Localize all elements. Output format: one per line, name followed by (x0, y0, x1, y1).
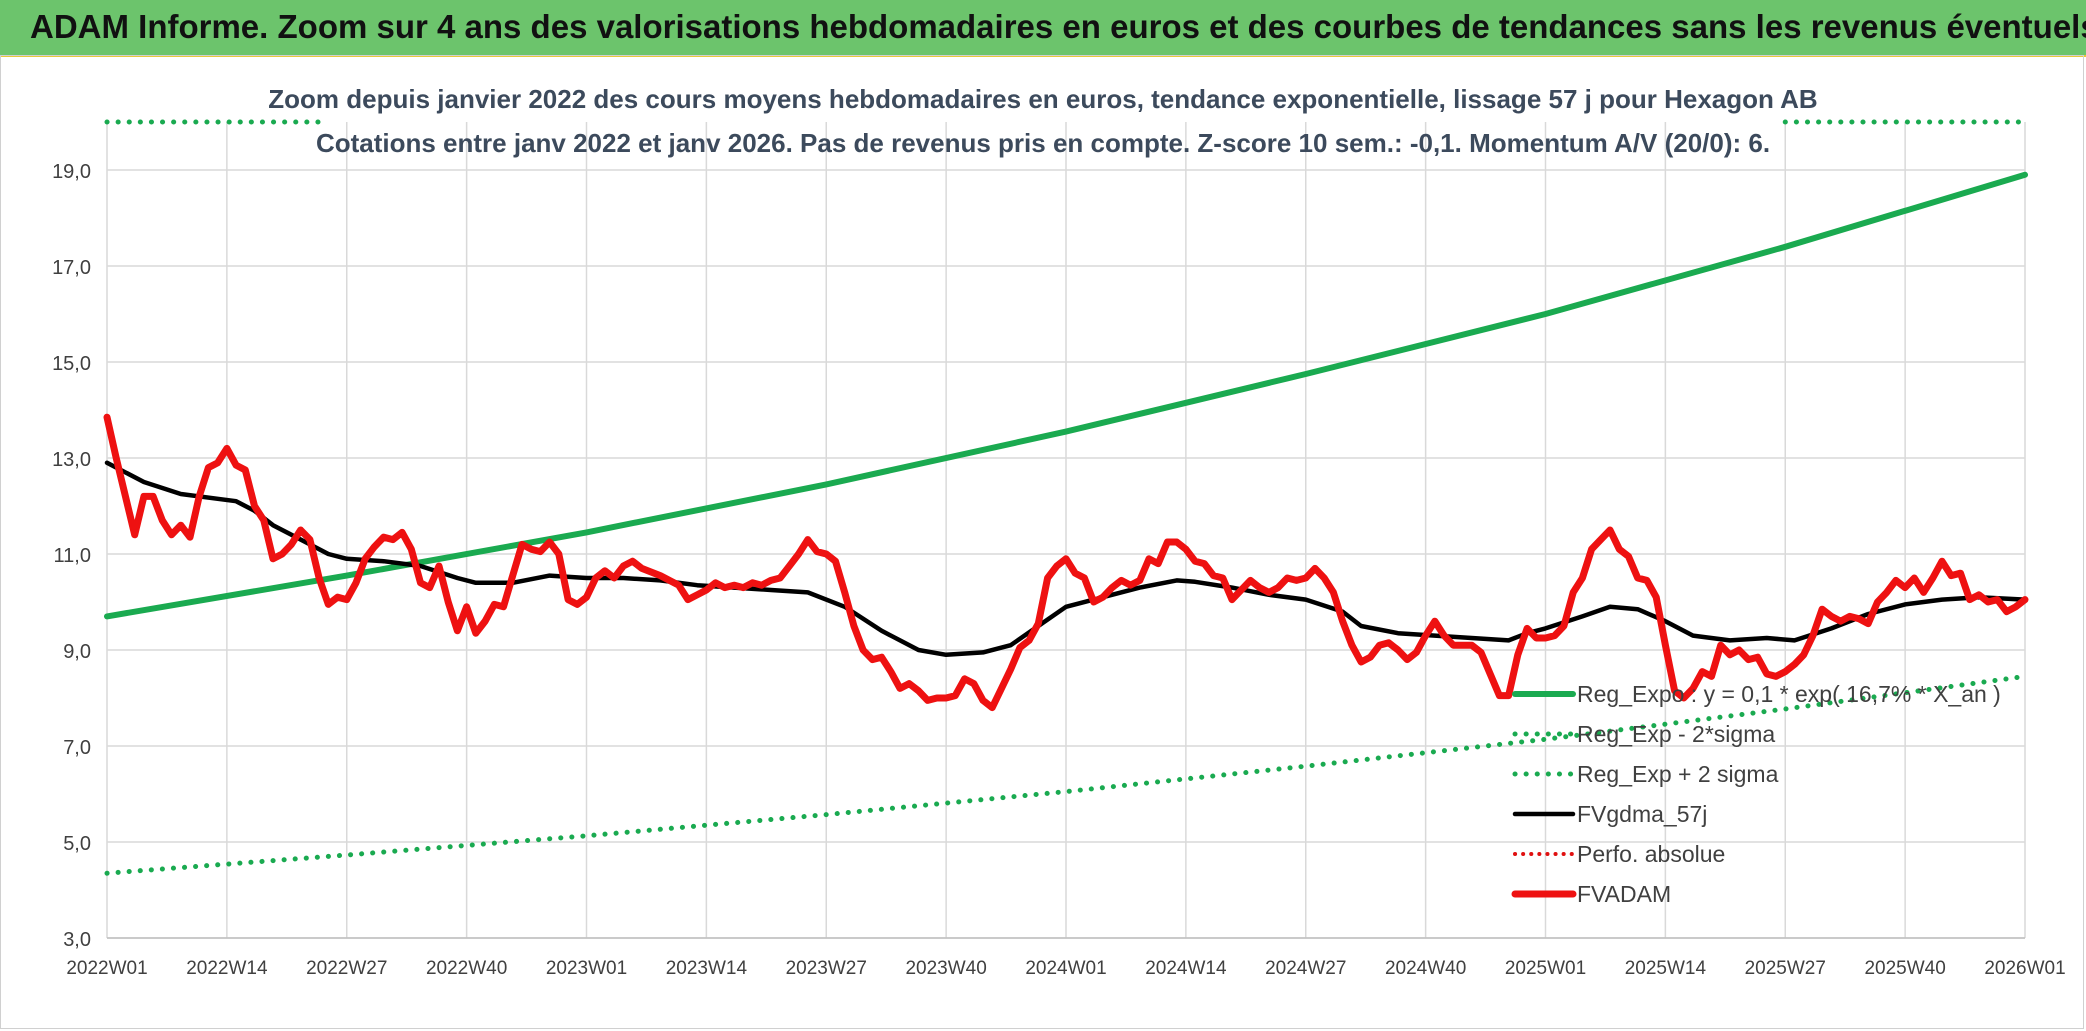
y-tick-label: 15,0 (52, 353, 91, 375)
y-tick-label: 11,0 (54, 545, 91, 567)
series-layer (103, 119, 2029, 876)
legend-label-fvadam-line: FVADAM (1577, 881, 1671, 907)
legend-label-fvgdma-line: FVgdma_57j (1577, 801, 1707, 827)
legend-label-perfo-line: Perfo. absolue (1577, 841, 1725, 867)
grid-layer (106, 122, 2026, 939)
legend-label-lower-band-line: Reg_Exp - 2*sigma (1577, 721, 1775, 747)
x-tick-label: 2024W27 (1265, 958, 1346, 979)
y-tick-label: 7,0 (63, 737, 91, 759)
x-tick-label: 2023W01 (546, 958, 627, 979)
fvadam-line (103, 413, 2029, 712)
y-tick-label: 5,0 (63, 833, 91, 855)
y-tick-label: 9,0 (63, 641, 91, 663)
y-tick-label: 19,0 (52, 161, 91, 183)
report-banner-title: ADAM Informe. Zoom sur 4 ans des valoris… (30, 8, 2086, 45)
legend: Reg_Expo : y = 0,1 * exp( 16,7% * X_an )… (1511, 681, 2001, 907)
x-tick-label: 2025W27 (1745, 958, 1826, 979)
x-tick-label: 2024W14 (1145, 958, 1227, 979)
y-tick-label: 13,0 (52, 449, 91, 471)
chart-subtitle: Cotations entre janv 2022 et janv 2026. … (316, 128, 1770, 158)
x-tick-label: 2025W14 (1625, 958, 1707, 979)
reg-expo-line (104, 171, 2028, 620)
x-tick-label: 2025W40 (1864, 958, 1945, 979)
x-tick-label: 2026W01 (1984, 958, 2065, 979)
y-tick-label: 17,0 (52, 257, 91, 279)
x-tick-label: 2023W14 (666, 958, 748, 979)
y-tick-label: 3,0 (63, 929, 91, 951)
lower-band-line (104, 673, 2028, 876)
chart-frame (0, 55, 2084, 1029)
legend-label-reg-expo-line: Reg_Expo : y = 0,1 * exp( 16,7% * X_an ) (1577, 681, 2001, 707)
x-tick-label: 2024W40 (1385, 958, 1466, 979)
x-tick-label: 2024W01 (1025, 958, 1106, 979)
x-tick-label: 2022W14 (186, 958, 268, 979)
x-tick-label: 2022W40 (426, 958, 507, 979)
x-tick-label: 2022W27 (306, 958, 387, 979)
x-tick-label: 2023W27 (786, 958, 867, 979)
axis-layer: 3,0 5,0 7,0 9,0 11,0 13,0 15,0 17,0 19,0 2022W01 2… (52, 161, 2066, 979)
report-banner: ADAM Informe. Zoom sur 4 ans des valoris… (0, 0, 2086, 57)
x-tick-label: 2025W01 (1505, 958, 1586, 979)
chart-title: Zoom depuis janvier 2022 des cours moyen… (268, 84, 1817, 114)
legend-label-upper-band-line: Reg_Exp + 2 sigma (1577, 761, 1779, 787)
x-tick-label: 2023W40 (905, 958, 986, 979)
x-tick-label: 2022W01 (66, 958, 147, 979)
